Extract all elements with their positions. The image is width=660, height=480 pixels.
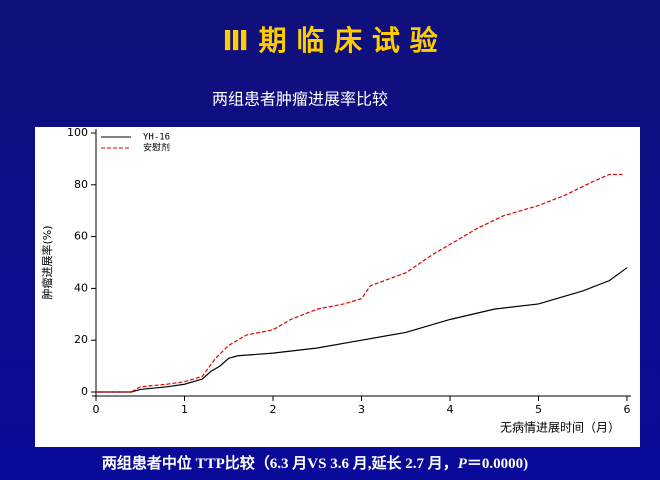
y-tick-label: 20 [74,333,88,346]
chart-title: 两组患者肿瘤进展率比较 [212,90,388,109]
y-tick-label: 0 [81,385,88,398]
y-tick-label: 100 [67,126,88,139]
x-tick-label: 2 [270,403,277,416]
y-axis-label: 肿瘤进展率(%) [40,225,54,299]
x-tick-label: 0 [93,403,100,416]
series-line [96,267,628,393]
x-tick-label: 3 [358,403,365,416]
slide-title: Ⅲ 期 临 床 试 验 [222,24,437,57]
x-tick-label: 6 [624,403,631,416]
y-tick-label: 40 [74,281,88,294]
x-tick-label: 4 [447,403,454,416]
y-tick-label: 60 [74,230,88,243]
y-tick-label: 80 [74,178,88,191]
x-tick-label: 1 [181,403,188,416]
footer-text: ＝0.0000) [467,456,528,472]
x-axis-label: 无病情进展时间（月） [500,420,620,435]
footer-text: P [458,456,468,472]
x-tick-label: 5 [535,403,542,416]
series-line [96,173,623,393]
footer: 两组患者中位 TTP比较（6.3 月VS 3.6 月,延长 2.7 月，P＝0.… [102,454,528,472]
chart-panel [35,127,640,447]
legend-label: 安慰剂 [143,142,170,154]
legend-label: YH-16 [143,133,170,143]
footer-text: 两组患者中位 TTP比较（6.3 月VS 3.6 月,延长 2.7 月， [102,454,458,472]
